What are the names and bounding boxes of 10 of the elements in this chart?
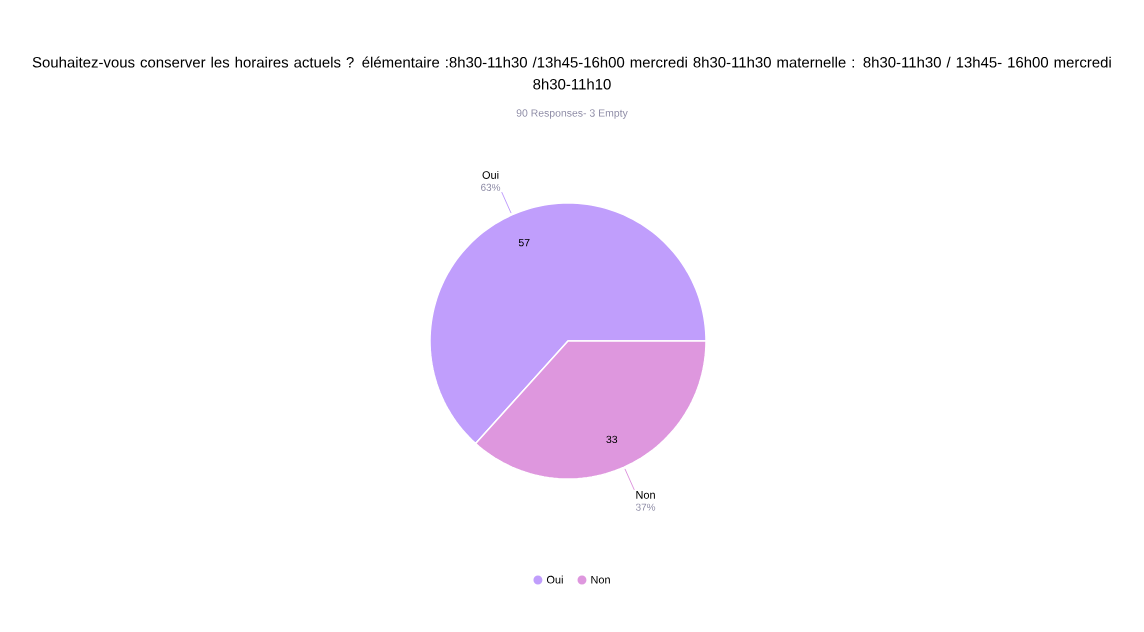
chart-title: Souhaitez-vous conserver les horaires actuels ? élémentaire :8h30-11h30 /13h45-16h00 mercredi 8h30-11h30 maternelle : 8h30-11h30 / 13h45- 16h00 mercredi 8h30-11h10 <box>32 56 1111 90</box>
chart-subtitle: 90 Responses- 3 Empty <box>516 109 628 119</box>
text: 37% <box>635 503 656 511</box>
legend-label: Oui <box>546 575 563 584</box>
text: 63% <box>481 183 501 191</box>
data-label: 57 <box>518 239 530 247</box>
slice-label: Non <box>636 491 655 499</box>
data-label: 33 <box>606 435 618 444</box>
legend-label: Non <box>591 575 610 584</box>
slice-label: Oui <box>482 170 499 179</box>
